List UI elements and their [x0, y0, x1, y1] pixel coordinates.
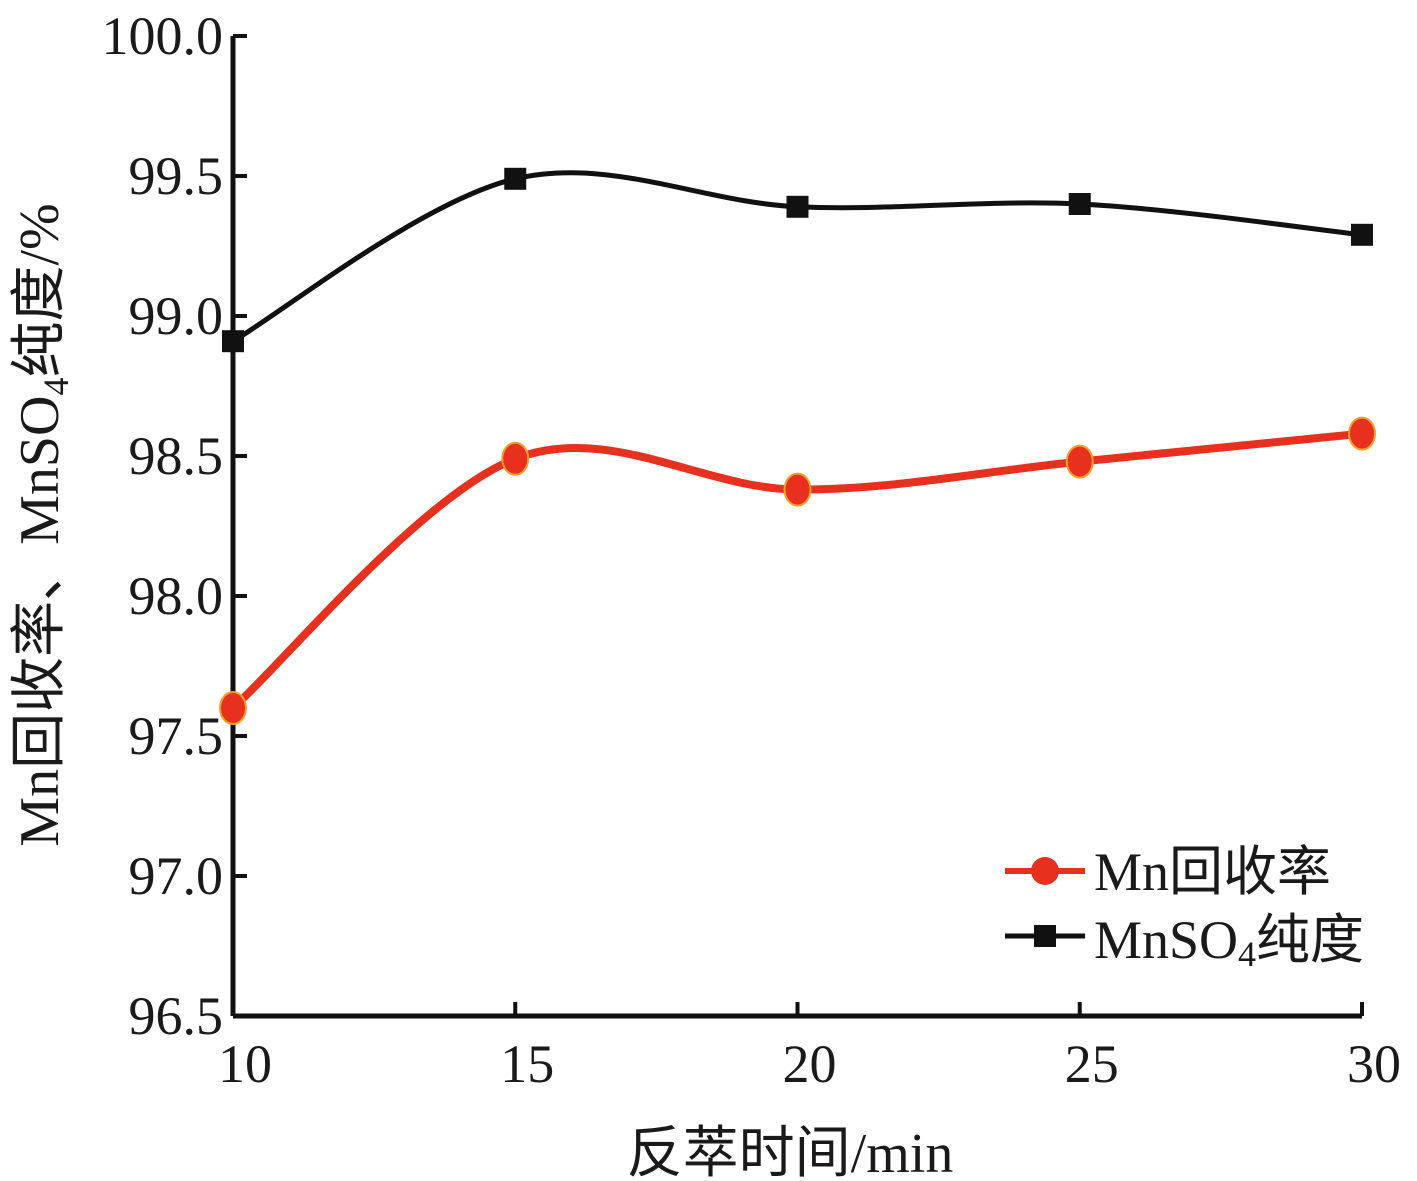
data-point-mnso4-purity	[786, 195, 809, 218]
x-ticks: 10 15 20 25 30	[218, 1002, 1401, 1094]
x-tick-label: 15	[500, 1034, 554, 1094]
data-point-mnso4-purity	[1351, 223, 1373, 246]
x-tick-label: 25	[1065, 1034, 1119, 1094]
data-point-mnso4-purity	[222, 330, 244, 353]
legend-swatch-marker-mn-recovery	[1031, 857, 1059, 885]
y-tick-label: 98.0	[129, 566, 224, 626]
y-tick-label: 98.5	[129, 426, 224, 486]
data-point-mn-recovery	[1348, 416, 1376, 451]
legend-item-mn-recovery: Mn回收率	[1005, 842, 1331, 902]
y-tick-label: 100.0	[102, 6, 224, 66]
legend-swatch-marker-mnso4-purity	[1034, 925, 1056, 947]
legend-label-mnso4-pre: MnSO	[1094, 910, 1238, 970]
data-point-mn-recovery	[501, 441, 530, 476]
y-axis-title-pre: Mn回收率、MnSO	[9, 396, 71, 847]
y-tick-label: 99.0	[129, 286, 224, 346]
y-axis-title-sub: 4	[36, 378, 76, 396]
y-tick-label: 99.5	[129, 146, 224, 206]
x-tick-label: 20	[783, 1034, 837, 1094]
legend: Mn回收率 MnSO4纯度	[1005, 842, 1364, 974]
series-line-mn-recovery	[229, 429, 1366, 712]
legend-label-mnso4-purity: MnSO4纯度	[1094, 910, 1364, 974]
y-ticks: 96.5 97.0 97.5 98.0 98.5 99.0 99.5 100.0	[102, 6, 247, 1046]
y-axis-title: Mn回收率、MnSO4纯度/%	[9, 203, 76, 846]
y-tick-label: 97.0	[129, 846, 224, 906]
y-axis-title-post: 纯度/%	[9, 203, 71, 377]
data-point-mnso4-purity	[1068, 193, 1091, 215]
y-tick-label: 96.5	[129, 986, 224, 1046]
data-point-mn-recovery	[783, 472, 812, 507]
legend-label-mn-recovery: Mn回收率	[1094, 842, 1331, 902]
y-tick-label: 97.5	[129, 706, 224, 766]
legend-label-mnso4-sub: 4	[1238, 934, 1256, 974]
legend-item-mnso4-purity: MnSO4纯度	[1005, 910, 1364, 974]
x-tick-label: 30	[1347, 1034, 1401, 1094]
data-point-mnso4-purity	[504, 167, 527, 190]
legend-label-mnso4-post: 纯度	[1256, 910, 1364, 970]
x-axis-title: 反萃时间/min	[627, 1123, 954, 1181]
series-mnso4-purity	[222, 167, 1373, 353]
data-point-mn-recovery	[219, 691, 247, 725]
data-point-mn-recovery	[1065, 444, 1094, 479]
x-tick-label: 10	[218, 1034, 272, 1094]
series-mn-recovery	[219, 416, 1376, 725]
series-layer	[219, 167, 1376, 725]
